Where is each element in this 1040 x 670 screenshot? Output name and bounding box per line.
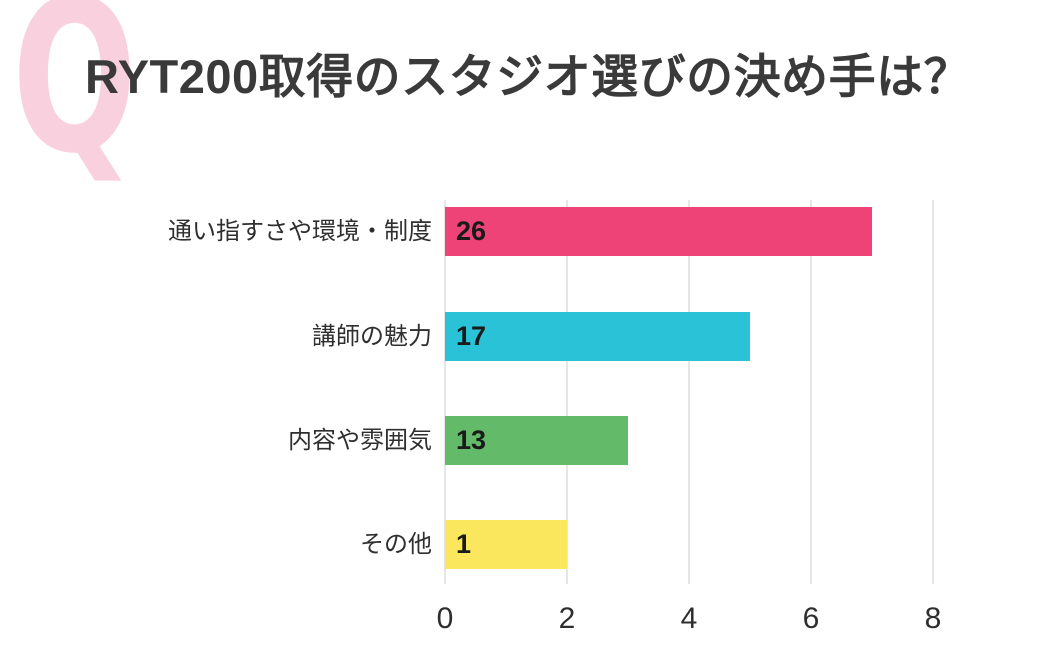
x-tick-label: 8: [924, 602, 942, 635]
page-title: RYT200取得のスタジオ選びの決め手は？: [85, 50, 972, 103]
gridline: [932, 200, 934, 584]
gridline: [444, 200, 446, 584]
category-label: その他: [360, 531, 432, 558]
bar: 13: [445, 416, 628, 465]
bar: 1: [445, 520, 567, 569]
category-label: 内容や雰囲気: [288, 427, 432, 454]
gridline: [566, 200, 568, 584]
gridline: [810, 200, 812, 584]
bar-value-label: 13: [456, 425, 487, 455]
bar: 26: [445, 207, 872, 256]
q-watermark: Q: [12, 0, 137, 200]
bar-value-label: 1: [456, 529, 472, 559]
category-label: 通い指すさや環境・制度: [168, 218, 432, 245]
gridline: [688, 200, 690, 584]
x-tick-label: 2: [558, 602, 576, 635]
x-tick-label: 6: [802, 602, 820, 635]
bar-value-label: 26: [456, 216, 487, 246]
bar-value-label: 17: [456, 321, 487, 351]
category-label: 講師の魅力: [312, 323, 432, 350]
x-tick-label: 4: [680, 602, 698, 635]
bar: 17: [445, 312, 750, 361]
x-tick-label: 0: [436, 602, 454, 635]
